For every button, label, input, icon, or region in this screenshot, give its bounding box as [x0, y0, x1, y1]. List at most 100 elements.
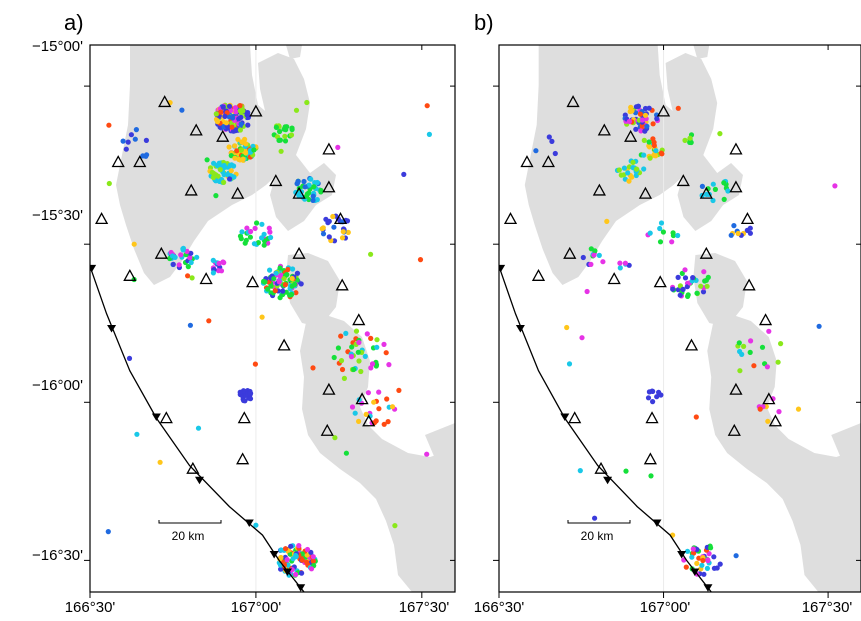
earthquake-event	[368, 365, 374, 371]
earthquake-event	[287, 292, 293, 298]
earthquake-event	[635, 103, 642, 109]
earthquake-event	[682, 267, 688, 273]
land-mass	[665, 53, 743, 231]
earthquake-event	[282, 133, 288, 139]
trench-barb-icon	[269, 551, 279, 559]
earthquake-event	[424, 451, 430, 457]
earthquake-event	[230, 115, 236, 121]
earthquake-event	[654, 394, 660, 400]
earthquake-event	[232, 128, 238, 134]
map-frame	[498, 44, 861, 593]
earthquake-event	[626, 118, 633, 125]
earthquake-event	[701, 269, 707, 275]
earthquake-event	[721, 180, 727, 186]
earthquake-event	[775, 359, 781, 365]
axis-labels: a) b) −15°00' −15°30' −16°00' −16°30' 16…	[32, 10, 852, 616]
earthquake-event	[157, 459, 163, 465]
earthquake-event	[251, 147, 257, 153]
earthquake-event	[630, 159, 636, 165]
earthquake-event	[660, 229, 667, 235]
earthquake-event	[748, 338, 754, 344]
earthquake-event	[381, 341, 387, 347]
earthquake-event	[211, 160, 217, 166]
earthquake-event	[288, 543, 294, 549]
earthquake-event	[588, 246, 594, 252]
earthquake-event	[301, 178, 307, 185]
earthquake-event	[699, 562, 705, 568]
earthquake-event	[210, 270, 216, 276]
earthquake-event	[646, 389, 653, 395]
earthquake-event	[272, 288, 278, 294]
earthquake-event	[644, 123, 650, 129]
earthquake-event	[289, 125, 295, 131]
earthquake-event	[670, 286, 676, 292]
earthquake-event	[704, 283, 710, 289]
earthquake-event	[245, 122, 251, 128]
earthquake-event	[261, 278, 267, 284]
earthquake-event	[626, 262, 632, 268]
station-triangle-icon	[568, 411, 582, 424]
land-mass	[300, 313, 455, 592]
earthquake-event	[339, 235, 346, 241]
earthquake-event	[832, 183, 838, 189]
earthquake-event	[694, 290, 700, 296]
station-triangle-icon	[292, 186, 306, 199]
earthquake-event	[237, 127, 243, 133]
earthquake-event	[675, 105, 681, 111]
earthquake-event	[653, 148, 659, 154]
earthquake-event	[765, 418, 771, 424]
earthquake-event	[273, 124, 279, 130]
earthquake-event	[237, 389, 243, 395]
earthquake-event	[696, 555, 702, 561]
earthquake-event	[213, 193, 219, 199]
station-triangle-icon	[184, 183, 198, 196]
earthquake-event	[766, 328, 772, 334]
trench-barb-icon	[499, 264, 506, 273]
earthquake-event	[698, 283, 704, 289]
earthquake-event	[189, 275, 195, 281]
earthquake-event	[195, 425, 202, 431]
station-triangle-icon	[729, 382, 743, 395]
earthquake-event	[242, 136, 248, 142]
earthquake-event	[675, 287, 681, 293]
earthquake-event	[617, 265, 623, 271]
station-triangle-icon	[133, 155, 147, 168]
station-triangle-icon	[531, 268, 546, 281]
earthquake-event	[680, 286, 686, 292]
earthquake-event	[654, 116, 660, 122]
earthquake-event	[206, 318, 212, 324]
earthquake-event	[278, 148, 284, 154]
earthquake-event	[308, 176, 314, 182]
earthquake-event	[288, 132, 295, 138]
earthquake-event	[216, 160, 222, 166]
earthquake-event	[633, 126, 639, 132]
station-triangle-icon	[566, 95, 580, 108]
earthquake-event	[170, 261, 176, 267]
trench-barb-icon	[515, 324, 525, 333]
earthquake-event	[302, 184, 308, 190]
earthquake-event	[711, 565, 718, 571]
earthquake-event	[232, 105, 238, 111]
earthquake-event	[335, 345, 341, 351]
station-triangle-icon	[624, 129, 638, 142]
earthquake-event	[335, 144, 341, 150]
earthquake-event	[204, 157, 210, 163]
earthquake-event	[277, 273, 283, 279]
station-triangle-icon	[95, 212, 109, 225]
earthquake-event	[233, 109, 239, 115]
earthquake-event	[374, 337, 380, 343]
earthquake-event	[690, 275, 696, 281]
earthquake-event	[588, 261, 594, 267]
station-triangle-icon	[503, 212, 518, 225]
earthquake-event	[227, 162, 233, 168]
earthquake-event	[178, 252, 184, 258]
earthquake-event	[287, 551, 293, 557]
station-triangle-icon	[158, 95, 172, 108]
earthquake-event	[383, 350, 389, 356]
station-triangle-icon	[656, 104, 671, 117]
trench-barb-icon	[560, 413, 570, 422]
earthquake-event	[580, 254, 586, 261]
station-triangle-icon	[362, 414, 376, 427]
earthquake-event	[657, 225, 663, 232]
earthquake-event	[241, 397, 247, 404]
